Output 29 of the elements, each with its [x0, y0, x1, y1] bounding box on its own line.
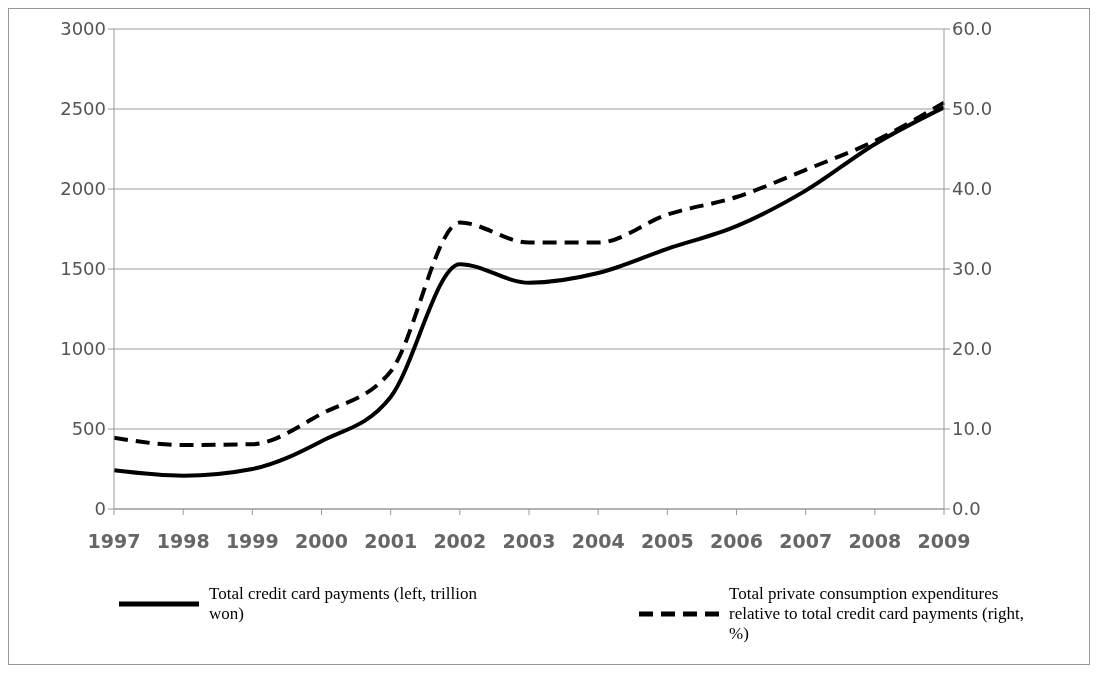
x-tick-label: 2003 — [502, 530, 556, 553]
y2-tick-label: 30.0 — [952, 258, 993, 280]
y-tick-label: 3000 — [60, 18, 106, 40]
y-tick-label: 500 — [71, 418, 106, 440]
y2-tick-label: 10.0 — [952, 418, 993, 440]
y-tick-label: 0 — [94, 498, 106, 520]
legend-label: Total private consumption expenditures relative to total credit card payments (right, %) — [729, 584, 1026, 644]
y-tick-label: 2000 — [60, 178, 106, 200]
y-tick-label: 1000 — [60, 338, 106, 360]
x-tick-label: 2004 — [571, 530, 625, 553]
x-tick-label: 2006 — [710, 530, 763, 553]
x-tick-label: 2000 — [295, 530, 348, 553]
y2-tick-label: 40.0 — [952, 178, 993, 200]
y2-tick-label: 50.0 — [952, 98, 993, 120]
x-tick-label: 1999 — [225, 530, 279, 553]
x-tick-label: 1997 — [87, 530, 141, 553]
x-tick-label: 2009 — [917, 530, 971, 553]
y2-tick-label: 60.0 — [952, 18, 993, 40]
x-tick-label: 2002 — [433, 530, 487, 553]
x-tick-label: 1998 — [156, 530, 210, 553]
x-tick-label: 2008 — [848, 530, 902, 553]
legend-label: Total credit card payments (left, trillion won) — [209, 584, 478, 624]
y2-tick-label: 0.0 — [952, 498, 981, 520]
x-tick-label: 2001 — [364, 530, 418, 553]
y-tick-label: 2500 — [60, 98, 106, 120]
x-tick-label: 2005 — [640, 530, 694, 553]
x-tick-label: 2007 — [779, 530, 833, 553]
y-tick-label: 1500 — [60, 258, 106, 280]
y2-tick-label: 20.0 — [952, 338, 993, 360]
